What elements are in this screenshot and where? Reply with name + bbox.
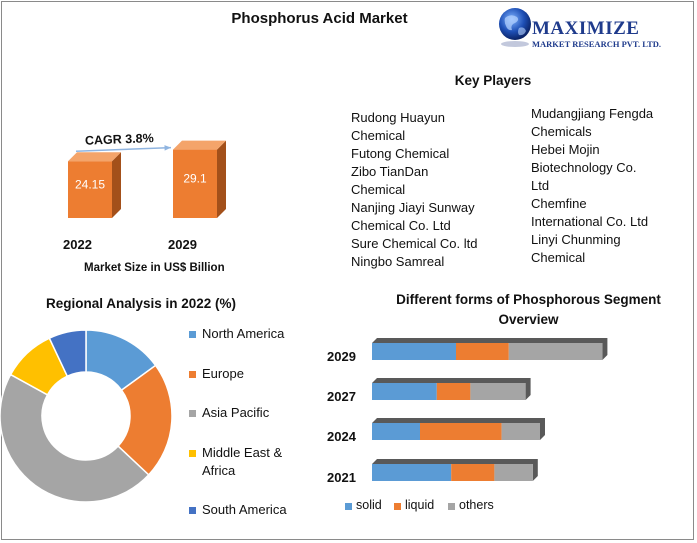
stacked-bar-segment — [372, 343, 456, 360]
page-title: Phosphorus Acid Market — [231, 10, 408, 27]
bar — [173, 149, 217, 218]
legend-label: Middle East & Africa — [202, 444, 282, 480]
legend-swatch — [189, 449, 196, 457]
legend-swatch — [394, 503, 401, 510]
key-player-line: Chemical — [351, 182, 406, 197]
bar-value-label: 29.1 — [183, 171, 207, 185]
bar-depth — [372, 418, 545, 440]
regional-heading: Regional Analysis in 2022 (%) — [45, 296, 237, 311]
legend-label-line: Europe — [202, 365, 244, 381]
legend-swatch — [189, 370, 196, 378]
key-player-line: Mudangjiang Fengda — [531, 106, 654, 121]
bar-side — [217, 140, 226, 218]
company-logo: MAXIMIZE MARKET RESEARCH PVT. LTD. — [493, 4, 693, 54]
key-player-line: Chemical Co. Ltd — [351, 218, 451, 233]
legend-label: others — [459, 498, 494, 512]
legend-label: Asia Pacific — [202, 404, 269, 422]
donut-slice — [48, 329, 87, 378]
key-player-line: Chemfine — [531, 196, 587, 211]
stacked-bar-segment — [372, 383, 437, 400]
key-player-line: Chemical — [531, 250, 586, 265]
legend-label: South America — [202, 501, 287, 519]
key-player-line: Futong Chemical — [351, 146, 450, 161]
legend-label: solid — [356, 498, 382, 512]
legend-swatch — [448, 503, 455, 510]
bar-depth — [372, 378, 531, 400]
key-players-heading: Key Players — [454, 73, 532, 88]
segment-year-label: 2029 — [327, 349, 356, 364]
legend-label-line: North America — [202, 326, 285, 341]
bar — [68, 161, 112, 218]
bar-category-label: 2029 — [168, 237, 197, 252]
key-player-line: Biotechnology Co. — [531, 160, 637, 175]
segment-year-label: 2027 — [327, 389, 356, 404]
stacked-bar-segment — [372, 464, 452, 481]
cagr-arrow — [75, 146, 172, 152]
segment-year-label: 2021 — [327, 470, 356, 485]
key-player-line: Hebei Mojin — [531, 142, 600, 157]
segment-heading-text: Different forms of Phosphorous Segment O… — [396, 292, 661, 327]
key-players-list-right: Mudangjiang Fengda Chemicals Hebei Mojin Bi… — [531, 105, 653, 267]
bar-top — [173, 140, 226, 150]
key-player-line: International Co. Ltd — [531, 214, 649, 229]
cagr-arrowhead — [164, 145, 171, 151]
legend-swatch — [189, 410, 196, 417]
stacked-bar-segment — [372, 423, 420, 440]
bar-depth — [372, 459, 538, 481]
legend-label-line: Asia Pacific — [202, 405, 270, 420]
logo-subtitle: MARKET RESEARCH PVT. LTD. — [532, 39, 662, 49]
cagr-label: CAGR 3.8% — [85, 131, 154, 148]
legend-swatch — [189, 506, 196, 514]
bar-value-label: 24.15 — [75, 177, 105, 191]
key-player-line: Ltd — [531, 178, 550, 193]
key-players-list-left: Rudong Huayun Chemical Futong Chemical Zibo… — [351, 109, 477, 271]
legend-swatch — [189, 331, 196, 338]
legend-swatch — [345, 503, 352, 510]
stacked-bar-segment — [494, 464, 533, 481]
bar-category-label: 2022 — [63, 237, 92, 252]
legend-label-line: Middle East & — [202, 444, 283, 460]
stacked-bar-segment — [451, 464, 495, 481]
donut-slice — [0, 373, 150, 503]
segment-heading: Different forms of Phosphorous Segment O… — [380, 290, 677, 330]
legend-label-line: South America — [202, 501, 287, 517]
stacked-bar-segment — [501, 423, 540, 440]
legend-label: Europe — [202, 365, 244, 383]
stacked-bar-segment — [436, 383, 471, 400]
key-player-line: Chemical — [351, 128, 406, 143]
key-player-line: Nanjing Jiayi Sunway — [351, 200, 475, 215]
stacked-bar-segment — [420, 423, 502, 440]
bar-depth — [372, 338, 608, 360]
legend-label: liquid — [405, 498, 435, 512]
legend-label-line: Africa — [202, 462, 236, 478]
stacked-bar-segment — [456, 343, 509, 360]
logo-name: MAXIMIZE — [532, 18, 640, 39]
stacked-bar-segment — [470, 383, 526, 400]
segment-year-label: 2024 — [327, 429, 356, 444]
legend-label: North America — [202, 325, 284, 343]
key-player-line: Rudong Huayun — [351, 110, 445, 125]
bar-top — [68, 152, 121, 162]
bar-side — [112, 152, 121, 218]
market-size-xlabel: Market Size in US$ Billion — [84, 262, 225, 274]
key-player-line: Chemicals — [531, 124, 592, 139]
key-player-line: Zibo TianDan — [351, 164, 429, 179]
globe-icon — [499, 8, 531, 47]
key-player-line: Sure Chemical Co. ltd — [351, 236, 478, 251]
key-player-line: Ningbo Samreal — [351, 254, 445, 269]
key-player-line: Linyi Chunming — [531, 232, 621, 247]
stacked-bar-segment — [508, 343, 603, 360]
